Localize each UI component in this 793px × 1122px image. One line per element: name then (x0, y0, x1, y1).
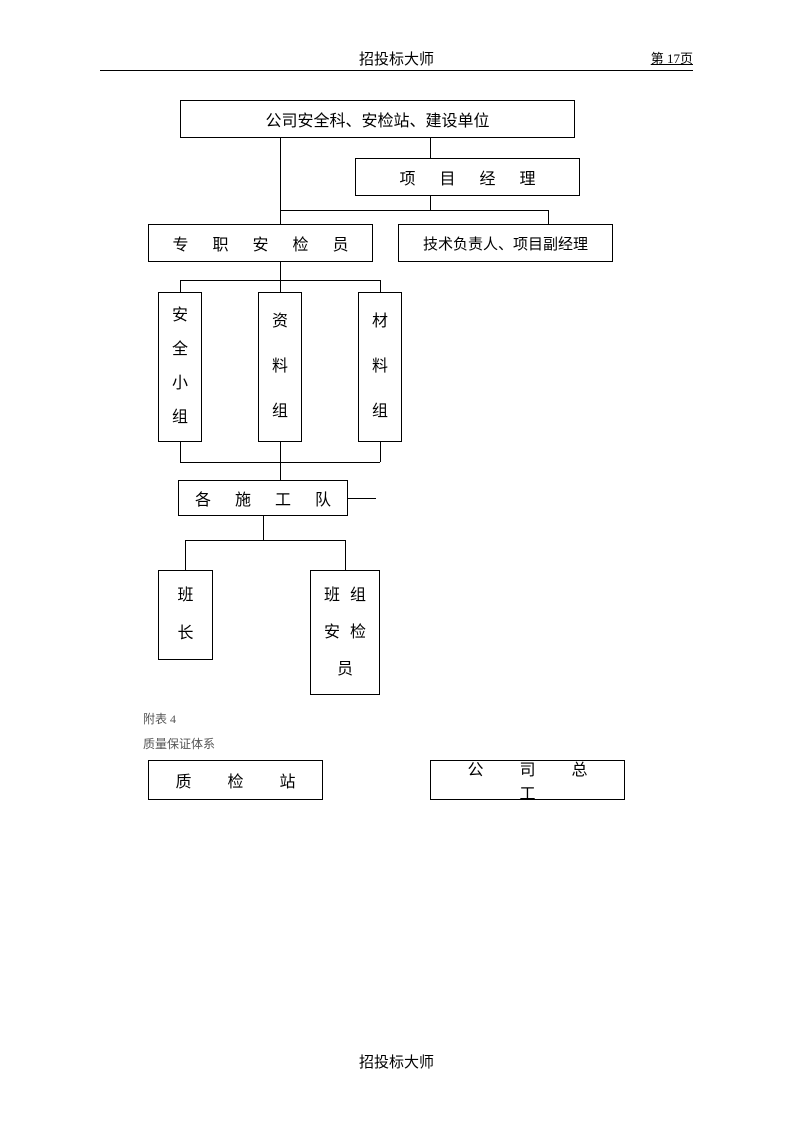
char: 安 (324, 621, 340, 645)
char: 全 (172, 338, 188, 362)
char: 资 (272, 310, 288, 334)
node-safety-group: 安 全 小 组 (158, 292, 202, 442)
char: 材 (372, 310, 388, 334)
connector (180, 462, 380, 463)
page-number: 第 17页 (651, 48, 693, 67)
char: 组 (372, 400, 388, 424)
char: 班 (177, 584, 193, 608)
char: 小 (172, 372, 188, 396)
connector (280, 138, 281, 210)
connector (380, 442, 381, 462)
char: 班 (324, 584, 340, 608)
connector (180, 280, 181, 292)
char: 料 (272, 355, 288, 379)
header-rule (100, 70, 693, 71)
connector (280, 210, 281, 224)
connector (180, 442, 181, 462)
connector (430, 138, 431, 158)
connector (185, 540, 345, 541)
connector (430, 196, 431, 210)
connector (280, 442, 281, 480)
char: 员 (337, 661, 353, 678)
footer-title: 招投标大师 (0, 1051, 793, 1072)
node-group-inspector: 班组 安检 员 (310, 570, 380, 695)
node-leader: 班 长 (158, 570, 213, 660)
char: 检 (350, 621, 366, 645)
connector (263, 516, 264, 540)
connector (380, 280, 381, 292)
char: 安 (172, 304, 188, 328)
node-inspector: 专 职 安 检 员 (148, 224, 373, 262)
node-teams: 各 施 工 队 (178, 480, 348, 516)
connector (280, 280, 281, 292)
char: 组 (172, 406, 188, 430)
connector (348, 498, 376, 499)
node-tech: 技术负责人、项目副经理 (398, 224, 613, 262)
node-qc-station: 质 检 站 (148, 760, 323, 800)
connector (345, 540, 346, 570)
node-material-group: 材 料 组 (358, 292, 402, 442)
appendix-label: 附表 4 (143, 710, 176, 727)
connector (185, 540, 186, 570)
char: 组 (350, 584, 366, 608)
node-top: 公司安全科、安检站、建设单位 (180, 100, 575, 138)
node-data-group: 资 料 组 (258, 292, 302, 442)
connector (548, 210, 549, 224)
connector (280, 210, 548, 211)
connector (280, 262, 281, 280)
appendix-title: 质量保证体系 (143, 735, 215, 752)
node-chief-engineer: 公 司 总 工 (430, 760, 625, 800)
char: 长 (177, 622, 193, 646)
char: 组 (272, 400, 288, 424)
node-pm: 项 目 经 理 (355, 158, 580, 196)
char: 料 (372, 355, 388, 379)
